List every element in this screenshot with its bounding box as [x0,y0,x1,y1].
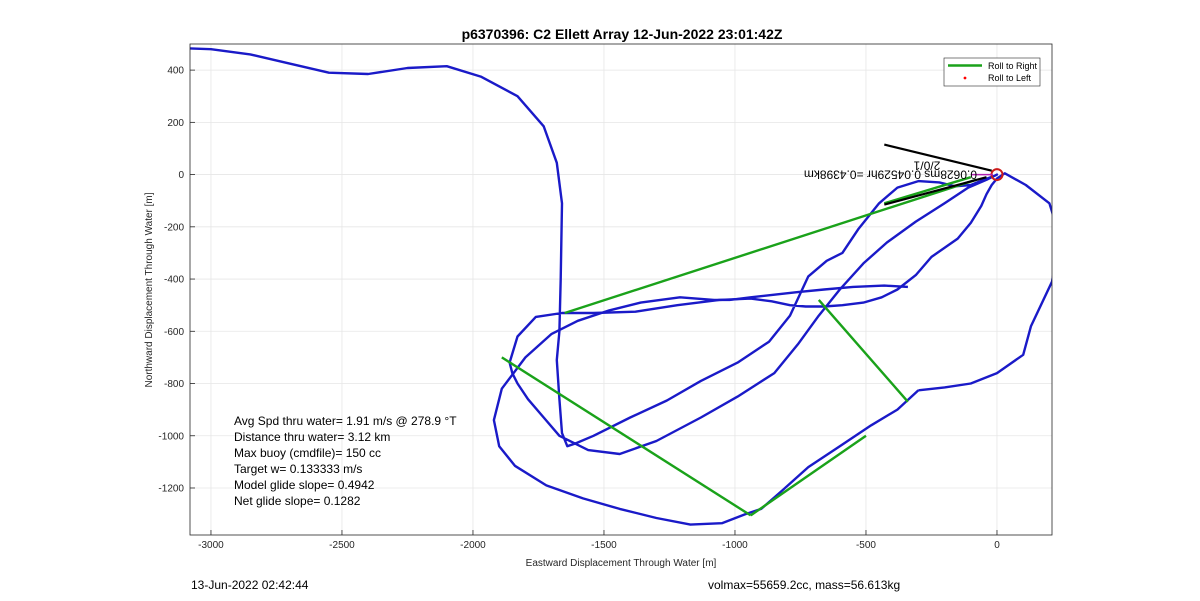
chart-title: p6370396: C2 Ellett Array 12-Jun-2022 23… [462,26,783,42]
x-tick-label: 0 [994,540,1000,551]
legend-swatch-roll-left [963,76,967,80]
stat-line: Distance thru water= 3.12 km [234,430,390,444]
stat-line: Max buoy (cmdfile)= 150 cc [234,446,381,460]
stat-line: Model glide slope= 0.4942 [234,478,375,492]
y-tick-label: -800 [164,379,184,390]
y-tick-label: -600 [164,327,184,338]
plot-area [190,47,1052,526]
x-tick-label: -1500 [591,540,617,551]
stat-line: Net glide slope= 0.1282 [234,494,361,508]
axis-ticks: -3000 -2500 -2000 -1500 -1000 -500 0-1200-1000… [158,66,1000,551]
plot-frame [189,43,1053,536]
legend-label-roll-left: Roll to Left [988,73,1032,83]
track-line-tail [492,284,920,526]
roll-right-segment [817,299,909,403]
x-tick-label: -3000 [198,540,224,551]
footer-volmax-mass: volmax=55659.2cc, mass=56.613kg [708,578,901,592]
roll-right-segment [564,178,977,315]
roll-right-segment [501,356,752,517]
roll-right-segment [883,176,972,205]
y-tick-label: -1000 [158,431,184,442]
upside-down-label-1: 2/0/1 [913,159,940,173]
stats-block: Avg Spd thru water= 1.91 m/s @ 278.9 °T D… [234,414,457,508]
x-tick-label: -2500 [329,540,355,551]
y-tick-label: -400 [164,275,184,286]
y-axis-label: Northward Displacement Through Water [m] [144,192,155,387]
heading-line [884,143,992,172]
y-tick-label: 400 [167,66,184,77]
upside-down-label-2: 0.0628ms 0.04529hr =0.4398km [804,168,977,182]
stat-line: Avg Spd thru water= 1.91 m/s @ 278.9 °T [234,414,457,428]
x-tick-label: -500 [856,540,876,551]
x-tick-label: -1000 [722,540,748,551]
y-tick-label: -200 [164,222,184,233]
x-axis-label: Eastward Displacement Through Water [m] [526,558,717,569]
y-tick-label: 200 [167,118,184,129]
legend: Roll to Right Roll to Left [943,57,1041,87]
y-tick-label: -1200 [158,483,184,494]
roll-right-segment [750,434,867,517]
legend-label-roll-right: Roll to Right [988,61,1038,71]
stat-line: Target w= 0.133333 m/s [234,462,362,476]
y-tick-label: 0 [178,170,184,181]
x-tick-label: -2000 [460,540,486,551]
legend-box [943,57,1041,87]
footer-timestamp: 13-Jun-2022 02:42:44 [191,578,309,592]
heading-line [884,176,987,206]
track-line [190,47,1052,456]
